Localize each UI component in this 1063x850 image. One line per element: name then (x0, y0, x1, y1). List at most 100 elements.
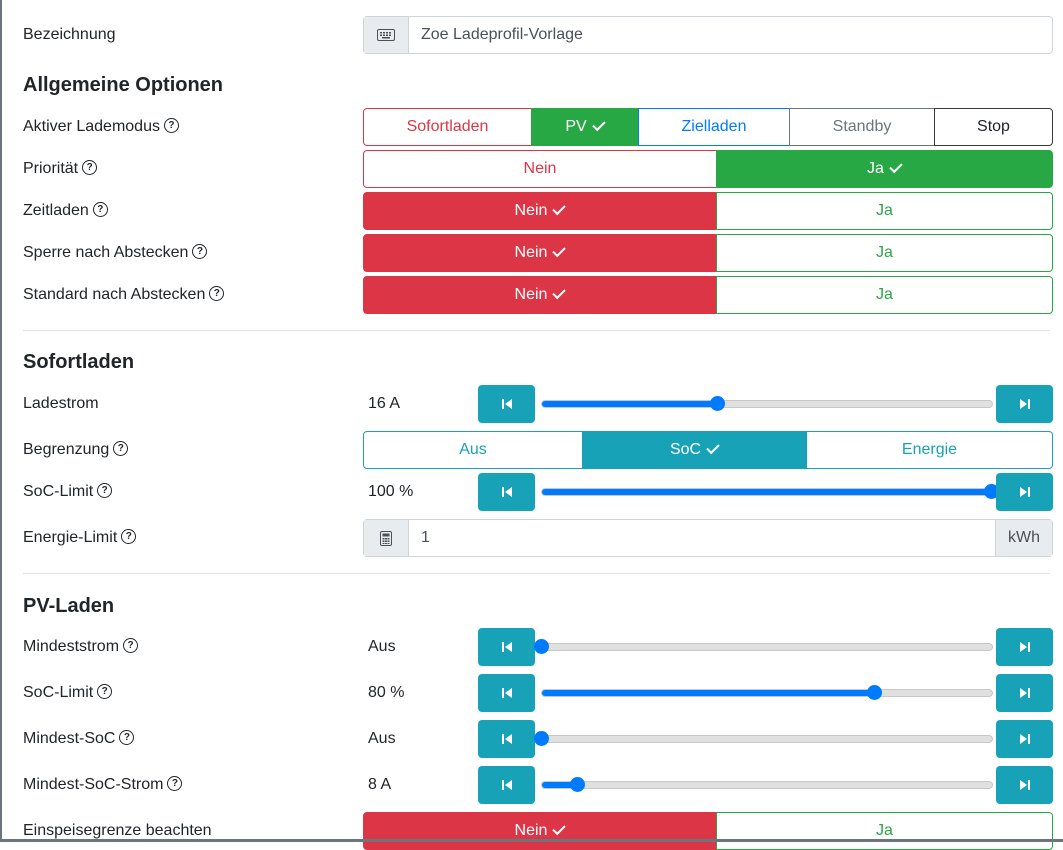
einspeisegrenze-group: Nein Ja (363, 812, 1053, 850)
mindeststrom-row: Mindeststrom? Aus (23, 628, 1053, 666)
mindeststrom-label: Mindeststrom? (23, 628, 139, 666)
ladestrom-slider[interactable] (541, 396, 993, 411)
bezeichnung-value[interactable]: Zoe Ladeprofil-Vorlage (421, 26, 583, 43)
step-backward-icon (501, 688, 512, 698)
begrenzung-energie-button[interactable]: Energie (806, 431, 1053, 469)
begrenzung-row: Begrenzung? Aus SoC Energie (23, 431, 1053, 469)
lademodus-standby-button[interactable]: Standby (789, 108, 935, 146)
lademodus-sofortladen-button[interactable]: Sofortladen (363, 108, 532, 146)
mindest-soc-value: Aus (368, 730, 396, 747)
sofort-soc-limit-increase-button[interactable] (996, 473, 1053, 511)
sperre-label: Sperre nach Abstecken? (23, 234, 208, 272)
help-icon[interactable]: ? (123, 638, 139, 654)
section-divider (23, 330, 1050, 331)
slider-thumb[interactable] (709, 396, 725, 411)
begrenzung-aus-button[interactable]: Aus (363, 431, 583, 469)
slider-fill (542, 782, 578, 788)
mindest-soc-strom-decrease-button[interactable] (478, 766, 535, 804)
energie-limit-input[interactable]: 1 kWh (363, 519, 1053, 557)
mindeststrom-increase-button[interactable] (996, 628, 1053, 666)
energie-limit-row: Energie-Limit? 1 kWh (23, 519, 1053, 557)
step-forward-icon (1019, 688, 1030, 698)
section-heading-allgemein: Allgemeine Optionen (23, 74, 224, 96)
help-icon[interactable]: ? (97, 684, 113, 700)
prioritaet-nein-button[interactable]: Nein (363, 150, 717, 188)
slider-thumb[interactable] (867, 685, 882, 700)
step-forward-icon (1019, 734, 1030, 744)
pv-soc-limit-value: 80 % (368, 684, 405, 701)
mindeststrom-slider[interactable] (534, 639, 993, 654)
prioritaet-ja-button[interactable]: Ja (716, 150, 1053, 188)
slider-fill (542, 690, 875, 696)
help-icon[interactable]: ? (167, 776, 183, 792)
pv-soc-limit-increase-button[interactable] (996, 674, 1053, 712)
pv-soc-limit-slider[interactable] (541, 685, 993, 700)
lademodus-row: Aktiver Lademodus? Sofortladen PV Ziella… (23, 108, 1053, 146)
zeitladen-label: Zeitladen? (23, 192, 108, 230)
sperre-ja-button[interactable]: Ja (716, 234, 1053, 272)
mindeststrom-value: Aus (368, 638, 396, 655)
help-icon[interactable]: ? (97, 483, 113, 499)
help-icon[interactable]: ? (119, 730, 135, 746)
sofort-soc-limit-decrease-button[interactable] (478, 473, 535, 511)
energie-limit-unit: kWh (995, 520, 1052, 556)
ladestrom-increase-button[interactable] (996, 385, 1053, 423)
energie-limit-value[interactable]: 1 (421, 529, 430, 546)
standard-group: Nein Ja (363, 276, 1053, 314)
einspeisegrenze-nein-button[interactable]: Nein (363, 812, 717, 850)
help-icon[interactable]: ? (82, 160, 98, 176)
slider-fill (542, 401, 718, 407)
mindest-soc-decrease-button[interactable] (478, 720, 535, 758)
mindest-soc-strom-slider[interactable] (541, 777, 993, 792)
begrenzung-soc-button[interactable]: SoC (582, 431, 807, 469)
help-icon[interactable]: ? (113, 441, 129, 457)
mindest-soc-increase-button[interactable] (996, 720, 1053, 758)
lademodus-stop-button[interactable]: Stop (934, 108, 1053, 146)
step-backward-icon (501, 487, 512, 497)
lademodus-label: Aktiver Lademodus? (23, 108, 179, 146)
window-left-border (0, 0, 2, 842)
check-icon (552, 821, 567, 835)
help-icon[interactable]: ? (92, 202, 108, 218)
einspeisegrenze-ja-button[interactable]: Ja (716, 812, 1053, 850)
standard-label: Standard nach Abstecken? (23, 276, 225, 314)
sofort-soc-limit-label: SoC-Limit? (23, 473, 113, 511)
standard-ja-button[interactable]: Ja (716, 276, 1053, 314)
zeitladen-ja-button[interactable]: Ja (716, 192, 1053, 230)
ladestrom-decrease-button[interactable] (478, 385, 535, 423)
mindest-soc-label: Mindest-SoC? (23, 720, 135, 758)
sperre-nein-button[interactable]: Nein (363, 234, 717, 272)
standard-nein-button[interactable]: Nein (363, 276, 717, 314)
help-icon[interactable]: ? (192, 244, 208, 260)
bezeichnung-input[interactable]: Zoe Ladeprofil-Vorlage (363, 16, 1053, 54)
help-icon[interactable]: ? (209, 286, 225, 302)
slider-thumb[interactable] (534, 639, 549, 654)
lademodus-zielladen-button[interactable]: Zielladen (638, 108, 790, 146)
begrenzung-group: Aus SoC Energie (363, 431, 1053, 469)
bezeichnung-label: Bezeichnung (23, 26, 116, 43)
zeitladen-nein-button[interactable]: Nein (363, 192, 717, 230)
mindeststrom-decrease-button[interactable] (478, 628, 535, 666)
step-forward-icon (1019, 399, 1030, 409)
calculator-icon (364, 520, 409, 556)
check-icon (889, 159, 903, 173)
slider-thumb[interactable] (534, 731, 549, 746)
help-icon[interactable]: ? (163, 118, 179, 134)
sofort-soc-limit-slider[interactable] (541, 484, 999, 499)
sofort-soc-limit-row: SoC-Limit? 100 % (23, 473, 1053, 511)
slider-thumb[interactable] (984, 484, 999, 499)
zeitladen-group: Nein Ja (363, 192, 1053, 230)
step-forward-icon (1019, 642, 1030, 652)
mindest-soc-slider[interactable] (534, 731, 993, 746)
prioritaet-label: Priorität? (23, 150, 98, 188)
help-icon[interactable]: ? (121, 529, 137, 545)
bezeichnung-row: Bezeichnung Zoe Ladeprofil-Vorlage (23, 16, 1053, 54)
begrenzung-label: Begrenzung? (23, 431, 129, 469)
mindest-soc-strom-increase-button[interactable] (996, 766, 1053, 804)
energie-limit-label: Energie-Limit? (23, 519, 137, 557)
lademodus-pv-button[interactable]: PV (531, 108, 639, 146)
keyboard-icon (364, 17, 409, 53)
pv-soc-limit-decrease-button[interactable] (478, 674, 535, 712)
slider-thumb[interactable] (570, 777, 585, 792)
ladestrom-label: Ladestrom (23, 395, 99, 412)
